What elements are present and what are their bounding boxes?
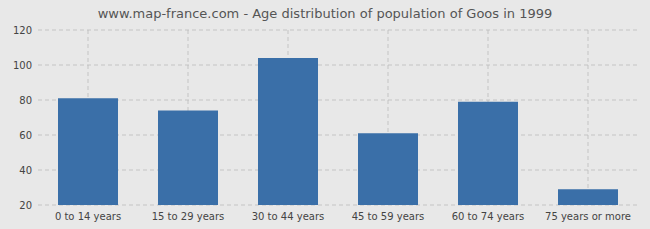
title: www.map-france.com - Age distribution of… bbox=[98, 6, 553, 21]
y-grid-line bbox=[38, 205, 638, 206]
y-grid-line bbox=[38, 135, 638, 136]
bars bbox=[58, 58, 618, 205]
bar bbox=[558, 189, 618, 205]
x-tick-label: 75 years or more bbox=[545, 211, 631, 222]
chart: www.map-france.com - Age distribution of… bbox=[0, 0, 650, 229]
bar bbox=[258, 58, 318, 205]
y-tick-label: 40 bbox=[19, 165, 32, 176]
x-tick-label: 0 to 14 years bbox=[55, 211, 121, 222]
bar bbox=[358, 133, 418, 205]
x-tick-label: 45 to 59 years bbox=[352, 211, 425, 222]
y-tick-label: 100 bbox=[13, 60, 32, 71]
x-tick-label: 30 to 44 years bbox=[252, 211, 325, 222]
y-tick-label: 60 bbox=[19, 130, 32, 141]
y-grid-line bbox=[38, 30, 638, 31]
y-tick-label: 80 bbox=[19, 95, 32, 106]
y-grid-line bbox=[38, 170, 638, 171]
x-tick-label: 60 to 74 years bbox=[452, 211, 525, 222]
bar bbox=[458, 102, 518, 205]
y-tick-label: 120 bbox=[13, 25, 32, 36]
y-grid-line bbox=[38, 65, 638, 66]
bar bbox=[158, 111, 218, 206]
x-grid-line bbox=[588, 30, 589, 205]
bar bbox=[58, 98, 118, 205]
y-tick-label: 20 bbox=[19, 200, 32, 211]
grid bbox=[38, 30, 638, 205]
x-tick-label: 15 to 29 years bbox=[152, 211, 225, 222]
y-grid-line bbox=[38, 100, 638, 101]
